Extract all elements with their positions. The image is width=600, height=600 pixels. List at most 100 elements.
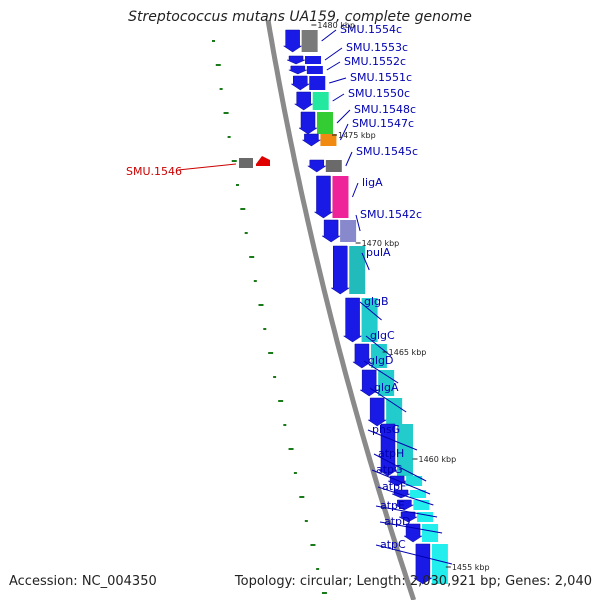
cog-block-glga (386, 398, 403, 426)
gene-arrow-smu-1548c (298, 111, 318, 135)
scale-tick-label: 1455 kbp (452, 563, 490, 572)
gene-arrow-smu-1547c (301, 133, 322, 147)
gene-arrow-smu-1554c (282, 29, 303, 53)
label-connector (352, 182, 359, 198)
gene-label[interactable]: glgA (374, 381, 399, 394)
label-connector (379, 521, 443, 534)
gc-tick (258, 304, 264, 306)
gene-label[interactable]: atpE (380, 499, 405, 512)
gc-tick (223, 112, 229, 114)
gene-label[interactable]: SMU.1548c (354, 103, 416, 116)
label-connector (345, 151, 353, 167)
gene-label[interactable]: atpG (376, 463, 403, 476)
gc-skew-track (212, 40, 327, 594)
label-connector (365, 335, 392, 357)
genome-backbone (265, 19, 417, 600)
gene-label[interactable]: SMU.1553c (346, 41, 408, 54)
gene-arrow-smu-1542c (321, 219, 341, 243)
gc-tick (316, 568, 320, 570)
gc-tick (293, 472, 297, 474)
scale-tick-label: 1475 kbp (338, 131, 376, 140)
gc-tick (244, 232, 248, 234)
gene-label[interactable]: atpD (384, 515, 411, 528)
label-connector (321, 29, 337, 42)
gene-arrow-liga (313, 175, 334, 219)
gene-label[interactable]: ligA (362, 176, 383, 189)
gene-label[interactable]: SMU.1551c (350, 71, 412, 84)
label-connector (367, 429, 418, 451)
gc-tick (215, 64, 221, 66)
cog-block-atpd (422, 524, 439, 542)
scale-tick-label: 1460 kbp (418, 455, 456, 464)
gene-label[interactable]: glgC (370, 329, 395, 342)
cog-block-atph (406, 476, 423, 486)
label-connector (377, 486, 434, 506)
cog-block-smu-1545c (325, 160, 342, 172)
gene-label[interactable]: SMU.1552c (344, 55, 406, 68)
cog-block-glgb (361, 298, 378, 342)
map-title: Streptococcus mutans UA159, complete gen… (128, 9, 472, 25)
gene-label[interactable]: SMU.1554c (340, 23, 402, 36)
gene-label-highlight[interactable]: SMU.1546 (126, 165, 182, 178)
gc-tick (263, 328, 267, 330)
label-connector (324, 47, 343, 61)
cog-block-smu-1552c (306, 66, 323, 74)
gene-arrow-glgb (342, 297, 363, 343)
gene-label[interactable]: atpH (378, 447, 404, 460)
gc-tick (212, 40, 215, 42)
gene-label[interactable]: SMU.1550c (348, 87, 410, 100)
gene-block-smu-1546 (239, 158, 253, 168)
gene-label[interactable]: SMU.1545c (356, 145, 418, 158)
gc-tick (299, 496, 305, 498)
cog-block-phsg (396, 424, 413, 476)
backbone-ring (265, 19, 417, 600)
gc-tick (268, 352, 274, 354)
gene-arrow-smu-1546 (256, 156, 270, 166)
gc-tick (231, 160, 237, 162)
gene-label[interactable]: atpC (380, 538, 406, 551)
cog-block-pula (349, 246, 366, 294)
cog-block-smu-1551c (309, 76, 326, 90)
gene-arrow-atpc (413, 543, 433, 585)
scale-tick-layer: 1480 kbp 1475 kbp 1470 kbp 1465 kbp 1460 kbp… (311, 21, 490, 572)
label-connector (371, 469, 431, 495)
cog-block-glgd (378, 370, 395, 396)
gene-arrow-smu-1553c (286, 55, 306, 65)
gc-tick (227, 136, 231, 138)
label-connector (355, 214, 361, 232)
gene-label[interactable]: glgB (364, 295, 389, 308)
cog-block-smu-1550c (312, 92, 329, 110)
gene-label[interactable]: pulA (366, 246, 391, 259)
label-connector (369, 387, 407, 413)
gene-label[interactable]: SMU.1542c (360, 208, 422, 221)
cog-block-smu-1547c (320, 134, 337, 146)
label-connector (332, 93, 345, 102)
gene-label[interactable]: glgD (368, 354, 394, 367)
scale-tick-label: 1480 kbp (317, 21, 355, 30)
cog-block-atpf (413, 500, 430, 510)
gene-arrow-pula (330, 245, 351, 295)
cog-block-atpc (431, 544, 448, 584)
cog-block-smu-1548c (316, 112, 333, 134)
gc-tick (273, 376, 277, 378)
label-connector (361, 252, 370, 271)
label-connector (336, 109, 351, 124)
gc-tick (253, 280, 257, 282)
gene-label[interactable]: phsG (372, 423, 400, 436)
cog-block-atpg (410, 490, 427, 498)
cog-block-smu-1542c (340, 220, 357, 242)
gene-label[interactable]: SMU.1547c (352, 117, 414, 130)
gene-label[interactable]: atpF (382, 480, 406, 493)
gc-tick (278, 400, 284, 402)
gene-arrow-smu-1550c (293, 91, 314, 111)
gc-tick (288, 448, 294, 450)
cog-block-liga (332, 176, 349, 218)
gene-arrow-track (239, 29, 433, 585)
scale-tick-label: 1465 kbp (389, 348, 427, 357)
genome-stats-text: Topology: circular; Length: 2,030,921 bp… (234, 574, 592, 589)
label-connector (373, 453, 427, 482)
gc-tick (283, 424, 287, 426)
gc-tick (249, 256, 255, 258)
gc-tick (310, 544, 316, 546)
